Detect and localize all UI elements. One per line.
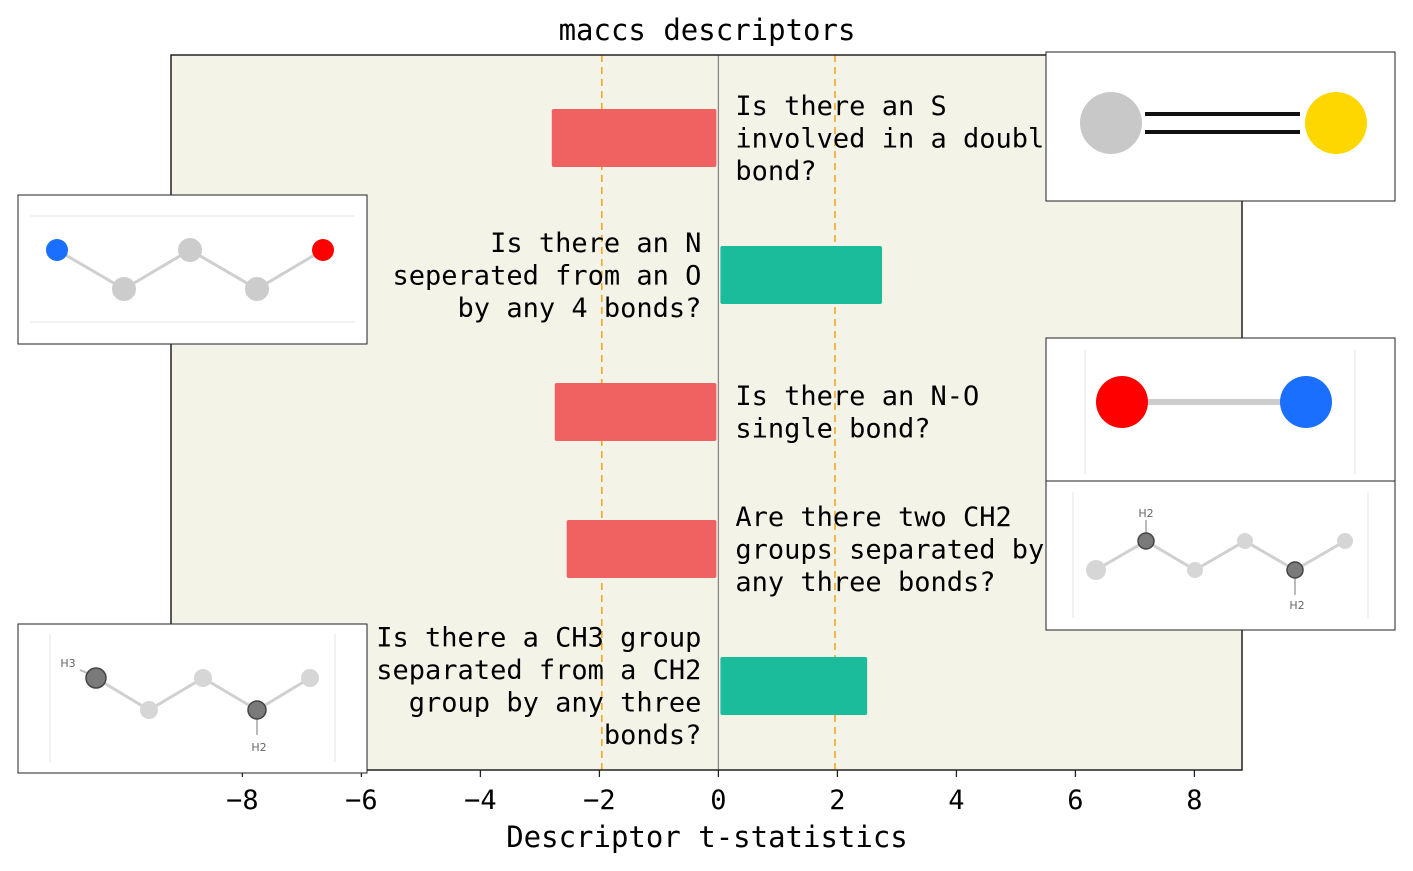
atom-label: H3 xyxy=(60,657,75,670)
carbon-atom-icon xyxy=(112,277,136,301)
ch3-atom-icon xyxy=(85,667,107,689)
ch2-atom-icon xyxy=(1137,532,1155,550)
bar-label-line: any three bonds? xyxy=(735,567,995,598)
carbon-atom-icon xyxy=(1080,92,1142,154)
bar-label-line: bonds? xyxy=(604,720,702,751)
bar-label-line: group by any three xyxy=(409,688,702,719)
bar-label-line: Are there two CH2 xyxy=(735,502,1011,533)
bar xyxy=(566,520,717,578)
carbon-atom-icon xyxy=(1237,533,1253,549)
bars xyxy=(551,109,883,715)
x-tick-label: 6 xyxy=(1067,785,1083,816)
x-tick-label: −6 xyxy=(345,785,378,816)
nitrogen-atom-icon xyxy=(46,239,68,261)
bar-label-line: separated from a CH2 xyxy=(376,655,701,686)
bar-label-line: Is there an S xyxy=(735,91,946,122)
bar-label-line: seperated from an O xyxy=(393,260,702,291)
bar-label-line: single bond? xyxy=(735,414,930,445)
x-tick-label: −2 xyxy=(583,785,616,816)
carbon-atom-icon xyxy=(245,277,269,301)
x-tick-label: 0 xyxy=(710,785,726,816)
oxygen-atom-icon xyxy=(1096,376,1148,428)
atom-label: H2 xyxy=(251,741,266,754)
x-tick-label: 8 xyxy=(1186,785,1202,816)
bar-label: Are there two CH2 groups separated by any … xyxy=(735,502,1044,598)
atom-label: H2 xyxy=(1138,507,1153,520)
molecule-insets: H2 H2 H3 H2 xyxy=(17,51,1396,774)
oxygen-atom-icon xyxy=(312,239,334,261)
carbon-atom-icon xyxy=(140,701,158,719)
bar-label: Is there an N-O single bond? xyxy=(735,381,979,445)
chart-title: maccs descriptors xyxy=(559,13,856,47)
carbon-atom-icon xyxy=(194,669,212,687)
x-tick-label: −4 xyxy=(464,785,497,816)
carbon-atom-icon xyxy=(1337,533,1353,549)
ch2-atom-icon xyxy=(1286,561,1304,579)
x-tick-label: 2 xyxy=(829,785,845,816)
bar-label-line: Is there a CH3 group xyxy=(376,623,701,654)
bar xyxy=(551,109,717,167)
bar-label-line: Is there an N xyxy=(490,228,701,259)
ch2-atom-icon xyxy=(247,700,267,720)
bar xyxy=(720,657,868,715)
x-axis-label: Descriptor t-statistics xyxy=(506,820,908,854)
x-tick-label: −8 xyxy=(226,785,259,816)
carbon-atom-icon xyxy=(1187,562,1203,578)
molecule-image-n-o-four-bonds xyxy=(17,194,368,345)
nitrogen-atom-icon xyxy=(1280,376,1332,428)
bar xyxy=(720,246,883,304)
carbon-atom-icon xyxy=(301,669,319,687)
carbon-atom-icon xyxy=(178,238,202,262)
molecule-image-two-ch2: H2 H2 xyxy=(1045,480,1396,631)
bar-label-line: involved in a double xyxy=(735,123,1060,154)
bar-label-line: bond? xyxy=(735,156,816,187)
bar-label-line: by any 4 bonds? xyxy=(458,293,702,324)
x-tick-label: 4 xyxy=(948,785,964,816)
carbon-atom-icon xyxy=(1086,560,1106,580)
sulfur-atom-icon xyxy=(1305,92,1367,154)
atom-label: H2 xyxy=(1289,599,1304,612)
molecule-image-ch3-ch2: H3 H2 xyxy=(17,623,368,774)
x-axis-ticks: −8 −6 −4 −2 0 2 4 6 8 xyxy=(226,770,1203,816)
molecule-image-n-o-single-bond xyxy=(1045,337,1396,488)
bar xyxy=(554,383,717,441)
bar-label: Is there a CH3 group separated from a CH2… xyxy=(376,623,701,752)
molecule-image-s-double-bond xyxy=(1045,51,1396,202)
bar-label-line: Is there an N-O xyxy=(735,381,979,412)
reference-lines xyxy=(600,55,836,770)
bar-label-line: groups separated by xyxy=(735,534,1044,565)
